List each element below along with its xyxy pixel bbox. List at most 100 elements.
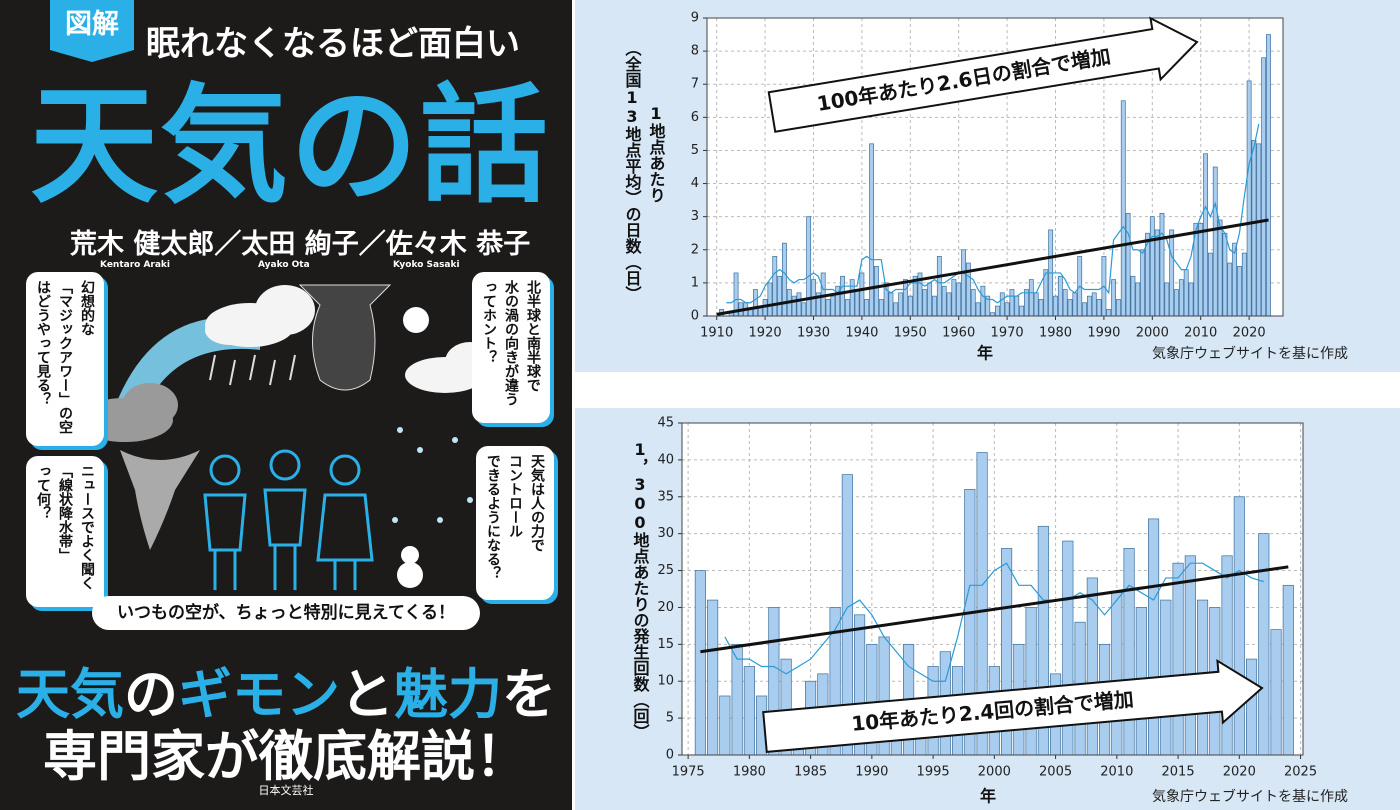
y-tick-label: 8 bbox=[691, 44, 699, 59]
y-tick-label: 1 bbox=[691, 275, 699, 290]
badge: 図解 bbox=[50, 0, 134, 50]
bar bbox=[849, 279, 855, 317]
bar bbox=[1067, 299, 1073, 317]
bar bbox=[1237, 265, 1242, 317]
x-tick-label: 1995 bbox=[917, 765, 950, 780]
catch-part: 天気 bbox=[16, 663, 124, 726]
bar bbox=[777, 275, 783, 317]
x-axis-label: 年 bbox=[980, 787, 996, 806]
bar bbox=[796, 292, 802, 317]
sun bbox=[403, 307, 429, 333]
y-tick-label: 9 bbox=[691, 11, 699, 26]
bar bbox=[1057, 275, 1063, 317]
bar bbox=[801, 302, 807, 317]
question-bubble: ニュースでよく聞く 「線状降水帯」 って何？ bbox=[26, 456, 104, 607]
cover-illustration bbox=[77, 284, 495, 590]
bar bbox=[748, 309, 753, 317]
bar bbox=[782, 242, 787, 317]
bubble-line: 幻想的な bbox=[79, 280, 95, 336]
bar bbox=[1120, 100, 1126, 317]
x-tick-label: 1940 bbox=[845, 326, 878, 341]
bar bbox=[1203, 153, 1208, 317]
bar bbox=[1019, 305, 1025, 317]
bar bbox=[1082, 302, 1087, 317]
bar bbox=[951, 279, 957, 317]
y-tick-label: 15 bbox=[657, 637, 674, 652]
bar bbox=[864, 299, 870, 317]
bar bbox=[806, 216, 812, 317]
bar bbox=[825, 299, 831, 317]
catch-part: 魅力 bbox=[394, 663, 502, 726]
source-note: 気象庁ウェブサイトを基に作成 bbox=[1152, 788, 1348, 805]
x-tick-label: 1920 bbox=[749, 326, 782, 341]
bar bbox=[1028, 279, 1034, 317]
y-tick-label: 40 bbox=[657, 452, 674, 467]
bar bbox=[1009, 289, 1015, 317]
bubble-line: できるようになる？ bbox=[485, 454, 501, 580]
bar bbox=[1251, 140, 1257, 317]
bar bbox=[1106, 309, 1112, 317]
line bbox=[700, 565, 1289, 654]
bar bbox=[719, 695, 731, 756]
x-tick-label: 2000 bbox=[978, 765, 1011, 780]
x-tick-label: 1990 bbox=[855, 765, 888, 780]
bar bbox=[1266, 34, 1271, 317]
catch-line: 天気のギモンと魅力を bbox=[0, 650, 572, 729]
bar bbox=[907, 295, 913, 317]
x-tick-label: 2000 bbox=[1136, 326, 1169, 341]
y-tick-label: 30 bbox=[657, 526, 674, 541]
plot-frame bbox=[681, 422, 1304, 756]
bar bbox=[1154, 229, 1160, 317]
y-tick-label: 0 bbox=[666, 748, 674, 763]
arrow-shape bbox=[762, 658, 1264, 754]
y-tick-label: 10 bbox=[657, 674, 674, 689]
bar bbox=[1227, 262, 1233, 317]
bar bbox=[1140, 249, 1146, 317]
bar bbox=[1123, 548, 1135, 756]
bar bbox=[975, 302, 981, 317]
y-tick-label: 45 bbox=[657, 416, 674, 431]
bar bbox=[898, 292, 904, 317]
bar bbox=[1222, 232, 1228, 317]
bar bbox=[903, 279, 908, 317]
x-tick-label: 2020 bbox=[1233, 326, 1266, 341]
bubble-line: 「線状降水帯」 bbox=[57, 464, 73, 562]
bar bbox=[1217, 219, 1223, 317]
author-romaji: Kyoko Sasaki bbox=[393, 260, 460, 270]
x-tick-label: 2020 bbox=[1223, 765, 1256, 780]
bar bbox=[1086, 295, 1092, 317]
bar bbox=[1178, 279, 1184, 317]
bar bbox=[1038, 299, 1044, 317]
bar bbox=[893, 302, 899, 317]
bar bbox=[1261, 57, 1267, 317]
x-axis-label: 年 bbox=[977, 344, 993, 363]
bar bbox=[743, 666, 755, 756]
bar bbox=[936, 256, 942, 317]
bar bbox=[1111, 279, 1116, 317]
bar bbox=[731, 643, 743, 756]
bar bbox=[932, 295, 937, 317]
bar bbox=[1096, 299, 1102, 317]
y-tick-label: 35 bbox=[657, 489, 674, 504]
bar bbox=[1207, 252, 1213, 317]
bar bbox=[1111, 592, 1123, 756]
x-tick-label: 1910 bbox=[700, 326, 733, 341]
x-tick-label: 1980 bbox=[1039, 326, 1072, 341]
bubble-line: 北半球と南半球で bbox=[525, 280, 541, 392]
catch-part: の bbox=[124, 663, 178, 726]
bar bbox=[1164, 282, 1170, 317]
bar bbox=[912, 275, 918, 317]
y-axis-label: 1，300地点あたりの発生回数（回） bbox=[631, 440, 651, 740]
x-tick-label: 1980 bbox=[733, 765, 766, 780]
y-tick-label: 0 bbox=[691, 309, 699, 324]
badge-tip bbox=[50, 50, 134, 62]
arrow-shape bbox=[767, 16, 1199, 133]
bar bbox=[767, 282, 773, 317]
bar bbox=[869, 143, 874, 317]
bar bbox=[1188, 282, 1194, 317]
bar bbox=[1282, 584, 1294, 756]
y-tick-label: 7 bbox=[691, 77, 699, 92]
bar bbox=[1270, 629, 1282, 756]
bar bbox=[1053, 295, 1058, 317]
